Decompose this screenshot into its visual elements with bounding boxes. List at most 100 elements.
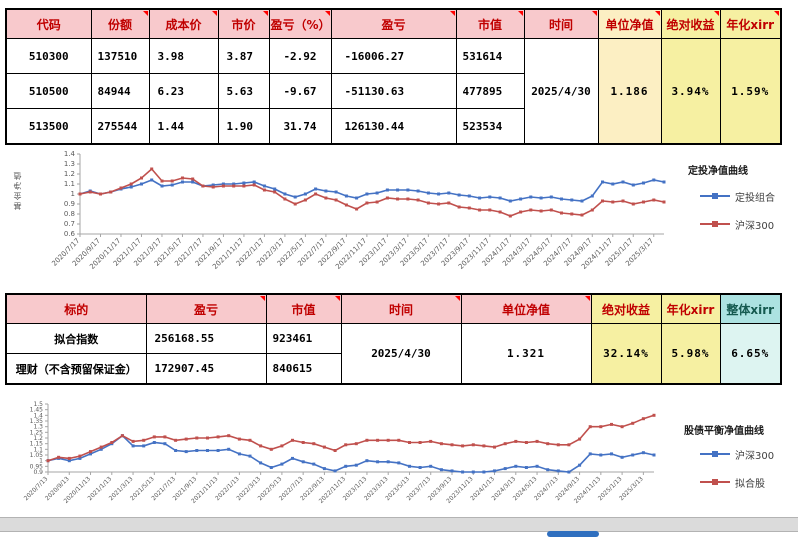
- cell-pl[interactable]: 256168.55: [145, 323, 267, 354]
- header-overall-xirr-label: 整体xirr: [726, 302, 775, 317]
- svg-text:1: 1: [71, 190, 75, 198]
- legend-item: 沪深300: [700, 216, 775, 232]
- cell-target[interactable]: 理财（不含预留保证金）: [5, 353, 147, 385]
- series-marker-icon: [700, 220, 730, 228]
- cell-pl-pct[interactable]: -9.67: [268, 73, 332, 109]
- svg-text:0.95: 0.95: [30, 463, 44, 470]
- header-unit-nav-cell[interactable]: 单位净值: [597, 8, 662, 39]
- collapsed-row-strip: [0, 517, 798, 532]
- net-value-chart-area[interactable]: 基金净值 0.6 0.7 0.8 0.9 1 1.1 1.2 1.3 1.4 2020/7/17 2…: [8, 146, 782, 292]
- comment-indicator-icon: [211, 11, 217, 16]
- cell-annual-xirr[interactable]: 5.98%: [660, 323, 721, 385]
- cell-shares[interactable]: 137510: [90, 38, 150, 74]
- cell-annual-xirr[interactable]: 1.59%: [719, 38, 782, 145]
- header-shares-cell[interactable]: 份额: [90, 8, 150, 39]
- header-xirr-label: 年化xirr: [666, 302, 715, 317]
- cell-shares[interactable]: 275544: [90, 108, 150, 145]
- header-time-cell[interactable]: 时间: [523, 8, 599, 39]
- chart-legend: 定投组合沪深300: [700, 188, 775, 244]
- series-marker-icon: [700, 450, 730, 458]
- comment-indicator-icon: [654, 11, 660, 16]
- series-marker-icon: [700, 192, 730, 200]
- header-abs-return-cell[interactable]: 绝对收益: [590, 293, 662, 324]
- cell-pl[interactable]: -51130.63: [330, 73, 457, 109]
- chart-title: 股债平衡净值曲线: [684, 426, 764, 437]
- svg-text:0.8: 0.8: [64, 210, 75, 218]
- cell-mktval[interactable]: 923461: [265, 323, 342, 354]
- cell-cost[interactable]: 3.98: [148, 38, 219, 74]
- svg-text:1.4: 1.4: [33, 412, 43, 419]
- cell-pl-pct[interactable]: 31.74: [268, 108, 332, 145]
- cell-pl[interactable]: -16006.27: [330, 38, 457, 74]
- cell-pl[interactable]: 126130.44: [330, 108, 457, 145]
- cell-abs-return[interactable]: 3.94%: [660, 38, 721, 145]
- legend-item: 定投组合: [700, 188, 775, 204]
- table-row: 510500 84944 6.23 5.63 -9.67 -51130.63 4…: [5, 73, 781, 109]
- cell-pl[interactable]: 172907.45: [145, 353, 267, 385]
- cell-code[interactable]: 510300: [5, 38, 92, 74]
- header-time-label: 时间: [388, 302, 413, 317]
- balance-chart-area[interactable]: 0.9 0.95 1 1.05 1.1 1.15 1.2 1.25 1.3 1.35 1.4 1.45…: [8, 396, 782, 522]
- header-unit-nav-label: 单位净值: [501, 302, 550, 317]
- header-shares-label: 份额: [107, 17, 132, 32]
- header-price-cell[interactable]: 市价: [217, 8, 270, 39]
- comment-indicator-icon: [591, 11, 597, 16]
- header-time-cell[interactable]: 时间: [340, 293, 462, 324]
- cell-unit-nav[interactable]: 1.321: [460, 323, 592, 385]
- aggregate-table: 标的 盈亏 市值 时间 单位净值 绝对收益 年化xirr 整体xirr 拟合指数…: [5, 293, 782, 385]
- svg-text:1.2: 1.2: [33, 435, 43, 442]
- header-code-cell[interactable]: 代码: [5, 8, 92, 39]
- header-xirr-cell[interactable]: 年化xirr: [660, 293, 721, 324]
- comment-indicator-icon: [449, 11, 455, 16]
- header-overall-xirr-cell[interactable]: 整体xirr: [719, 293, 782, 324]
- cell-unit-nav[interactable]: 1.186: [597, 38, 662, 145]
- cell-abs-return[interactable]: 32.14%: [590, 323, 662, 385]
- header-pl-pct-label: 盈亏（%）: [270, 17, 331, 32]
- header-pl-cell[interactable]: 盈亏: [330, 8, 457, 39]
- header-unit-nav-label: 单位净值: [605, 17, 654, 32]
- cell-overall-xirr[interactable]: 6.65%: [719, 323, 782, 385]
- header-unit-nav-cell[interactable]: 单位净值: [460, 293, 592, 324]
- comment-indicator-icon: [713, 11, 719, 16]
- cell-price[interactable]: 3.87: [217, 38, 270, 74]
- header-mktval-cell[interactable]: 市值: [455, 8, 525, 39]
- svg-text:1.25: 1.25: [30, 429, 44, 436]
- cell-cost[interactable]: 1.44: [148, 108, 219, 145]
- header-cost-cell[interactable]: 成本价: [148, 8, 219, 39]
- cell-cost[interactable]: 6.23: [148, 73, 219, 109]
- cell-shares[interactable]: 84944: [90, 73, 150, 109]
- cell-time[interactable]: 2025/4/30: [523, 38, 599, 145]
- comment-indicator-icon: [324, 11, 330, 16]
- header-mktval-cell[interactable]: 市值: [265, 293, 342, 324]
- cell-code[interactable]: 510500: [5, 73, 92, 109]
- legend-label: 沪深300: [735, 450, 775, 462]
- cell-price[interactable]: 1.90: [217, 108, 270, 145]
- legend-label: 拟合股: [735, 478, 765, 490]
- net-value-chart[interactable]: 0.60.70.80.911.11.21.31.42020/7/172020/9…: [8, 146, 782, 292]
- header-xirr-cell[interactable]: 年化xirr: [719, 8, 782, 39]
- header-pl-cell[interactable]: 盈亏: [145, 293, 267, 324]
- svg-text:1.35: 1.35: [30, 418, 44, 425]
- cell-code[interactable]: 513500: [5, 108, 92, 145]
- header-target-cell[interactable]: 标的: [5, 293, 147, 324]
- cell-target[interactable]: 拟合指数: [5, 323, 147, 354]
- cell-mktval[interactable]: 531614: [455, 38, 525, 74]
- cell-pl-pct[interactable]: -2.92: [268, 38, 332, 74]
- cell-price[interactable]: 5.63: [217, 73, 270, 109]
- chart-title: 定投净值曲线: [688, 166, 748, 177]
- cell-time[interactable]: 2025/4/30: [340, 323, 462, 385]
- header-abs-return-label: 绝对收益: [666, 17, 715, 32]
- header-pl-pct-cell[interactable]: 盈亏（%）: [268, 8, 332, 39]
- comment-indicator-icon: [454, 296, 460, 301]
- horizontal-scrollbar-thumb[interactable]: [547, 531, 599, 537]
- cell-mktval[interactable]: 840615: [265, 353, 342, 385]
- cell-mktval[interactable]: 477895: [455, 73, 525, 109]
- svg-text:1.4: 1.4: [64, 150, 76, 158]
- svg-text:1.3: 1.3: [64, 160, 75, 168]
- svg-text:1.45: 1.45: [30, 407, 44, 414]
- table-row: 513500 275544 1.44 1.90 31.74 126130.44 …: [5, 108, 781, 145]
- header-abs-return-cell[interactable]: 绝对收益: [660, 8, 721, 39]
- balance-chart[interactable]: 0.90.9511.051.11.151.21.251.31.351.41.45…: [8, 396, 782, 522]
- cell-mktval[interactable]: 523534: [455, 108, 525, 145]
